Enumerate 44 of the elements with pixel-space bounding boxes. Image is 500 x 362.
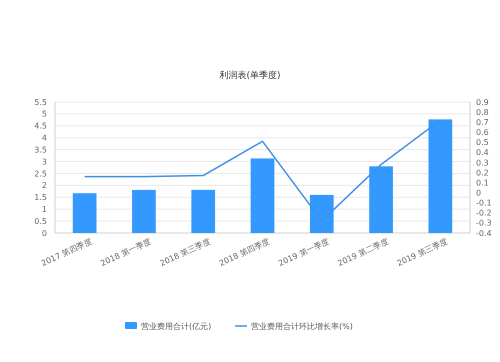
legend-label: 营业费用合计(亿元) xyxy=(141,322,212,331)
x-tick-label: 2018 第四季度 xyxy=(218,236,272,268)
y2-tick-label: 0.4 xyxy=(476,148,489,158)
x-tick-label: 2019 第一季度 xyxy=(277,236,331,268)
y2-tick-label: 0.9 xyxy=(476,98,489,107)
y2-tick-label: 0.1 xyxy=(476,178,489,188)
x-tick-label: 2017 第四季度 xyxy=(40,236,94,268)
bar xyxy=(72,193,96,233)
y2-tick-label: 0.5 xyxy=(476,138,489,148)
y-tick-label: 1 xyxy=(42,204,47,214)
x-tick-label: 2019 第二季度 xyxy=(336,236,390,268)
y2-tick-label: 0.8 xyxy=(476,108,489,117)
y-tick-label: 4 xyxy=(42,134,47,143)
y2-tick-label: 0.2 xyxy=(476,168,489,178)
chart-title: 利润表(单季度) xyxy=(219,70,281,81)
y2-tick-label: 0 xyxy=(476,188,482,198)
y2-tick-label: 0.6 xyxy=(476,128,489,138)
bar xyxy=(428,119,452,233)
y-tick-label: 0 xyxy=(42,228,47,238)
bar xyxy=(132,190,156,233)
y-tick-label: 5.5 xyxy=(34,98,47,107)
x-tick-label: 2018 第一季度 xyxy=(99,236,153,268)
y-tick-label: 0.5 xyxy=(34,216,47,226)
y-tick-label: 3.5 xyxy=(34,145,47,154)
y-tick-label: 5 xyxy=(42,110,47,119)
bar xyxy=(369,166,393,233)
y2-tick-label: -0.4 xyxy=(476,228,492,238)
x-tick-label: 2019 第三季度 xyxy=(396,236,450,268)
y2-tick-label: -0.2 xyxy=(476,208,492,218)
y2-tick-label: -0.3 xyxy=(476,218,492,228)
y2-tick-label: 0.7 xyxy=(476,118,489,127)
line-series xyxy=(84,119,442,222)
y-tick-label: 1.5 xyxy=(34,193,47,202)
y-tick-label: 2.5 xyxy=(34,169,47,178)
bar xyxy=(191,190,216,233)
y2-tick-label: 0.3 xyxy=(476,158,489,168)
y-tick-label: 4.5 xyxy=(34,122,47,131)
bar xyxy=(250,158,274,233)
y-tick-label: 2 xyxy=(42,181,47,190)
x-tick-label: 2018 第三季度 xyxy=(158,236,212,268)
y-tick-label: 3 xyxy=(42,157,47,166)
y2-tick-label: -0.1 xyxy=(476,198,492,208)
legend-label: 营业费用合计环比增长率(%) xyxy=(251,322,353,331)
bar xyxy=(310,194,334,233)
